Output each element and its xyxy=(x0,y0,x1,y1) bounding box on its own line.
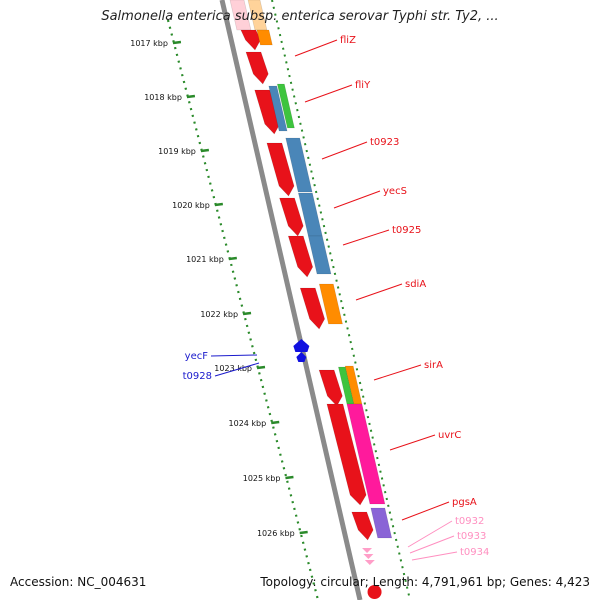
gene-label-fliy: fliY xyxy=(355,80,371,91)
gene-arrow-uvrc xyxy=(326,403,367,506)
scale-label: 1023 kbp xyxy=(214,364,252,373)
gene-label-t0923: t0923 xyxy=(370,137,399,148)
gene-label-t0928: t0928 xyxy=(183,371,212,382)
leader-yecf xyxy=(210,354,258,357)
gene-label-sira: sirA xyxy=(424,360,443,371)
gene-arrow-small-3 xyxy=(364,560,375,565)
scale-dotted-track xyxy=(166,19,320,600)
gene-label-pgsa: pgsA xyxy=(452,497,477,508)
gene-label-uvrc: uvrC xyxy=(438,430,461,441)
gene-arrow-fliz xyxy=(245,51,269,85)
leader-fliy xyxy=(304,84,353,103)
map-title: Salmonella enterica subsp. enterica sero… xyxy=(101,9,499,24)
scale-label: 1026 kbp xyxy=(257,529,295,538)
cog-bar-t0925 xyxy=(307,235,332,275)
leader-t0928 xyxy=(214,362,260,377)
gene-arrow-t0923 xyxy=(266,142,295,197)
gene-label-t0934: t0934 xyxy=(460,547,489,558)
scale-label: 1020 kbp xyxy=(172,201,210,210)
scale-tick xyxy=(228,256,237,261)
topology-stats-text: Topology: circular; Length: 4,791,961 bp… xyxy=(260,575,590,589)
dna-backbone xyxy=(219,0,363,600)
cog-bar-fliy-green xyxy=(276,83,295,129)
gene-arrow-t0925 xyxy=(287,235,314,278)
cog-bar-fliy-blue xyxy=(268,85,288,132)
scale-tick xyxy=(285,475,294,480)
gene-labels: fliZ fliY t0923 yecS t0925 sdiA sirA uvrC pgsA t0… xyxy=(183,35,490,558)
leader-sdia xyxy=(355,283,403,301)
scale-dotted-line xyxy=(166,19,320,600)
leader-t0923 xyxy=(321,141,368,160)
scale-tick xyxy=(271,420,280,425)
scale-tick xyxy=(186,94,196,99)
gene-arrow-sira xyxy=(318,369,343,407)
gene-label-t0932: t0932 xyxy=(455,516,484,527)
leader-t0925 xyxy=(342,229,390,246)
scale-label: 1018 kbp xyxy=(144,93,182,102)
leader-t0934 xyxy=(411,551,458,561)
leader-yecs xyxy=(333,190,381,209)
cog-bar-fliz xyxy=(256,29,273,46)
cog-bar-sdia xyxy=(318,283,343,325)
scale-tick xyxy=(172,40,182,45)
scale-tick xyxy=(200,148,210,153)
cog-bar-pgsa xyxy=(370,507,393,539)
scale-label: 1024 kbp xyxy=(229,419,267,428)
scale-label: 1019 kbp xyxy=(158,147,196,156)
gene-arrow-t0928 xyxy=(296,352,307,362)
scale-tick xyxy=(214,202,223,207)
gene-label-sdia: sdiA xyxy=(405,279,426,290)
leader-fliz xyxy=(294,39,338,57)
gene-features xyxy=(229,0,393,599)
scale-label: 1017 kbp xyxy=(130,39,168,48)
scale-label: 1022 kbp xyxy=(200,310,238,319)
leader-t0932 xyxy=(407,520,453,548)
leader-pgsa xyxy=(401,501,450,521)
label-leader-lines xyxy=(210,39,458,561)
gene-arrow-yecs xyxy=(279,197,304,237)
leader-uvrc xyxy=(389,434,436,451)
gene-arrow-small-2 xyxy=(363,554,374,559)
scale-tick xyxy=(242,311,252,316)
gene-arrow-small-1 xyxy=(362,548,373,553)
gene-arrow-yecf xyxy=(293,339,310,352)
gene-label-yecs: yecS xyxy=(383,186,407,197)
scale-tick xyxy=(299,530,308,535)
scale-label: 1021 kbp xyxy=(186,255,224,264)
leader-sira xyxy=(373,364,422,381)
gene-arrow-sdia xyxy=(299,287,325,330)
gene-feature-bottom xyxy=(367,585,382,599)
leader-t0933 xyxy=(409,535,455,554)
gene-label-fliz: fliZ xyxy=(340,35,356,46)
gene-arrow-fliy xyxy=(254,89,281,135)
cog-bar-uvrc xyxy=(346,403,386,505)
scale-label: 1025 kbp xyxy=(243,474,281,483)
scale-tick xyxy=(256,365,266,370)
cog-bar-t0923 xyxy=(285,137,313,193)
accession-text: Accession: NC_004631 xyxy=(10,575,147,589)
gene-label-yecf: yecF xyxy=(185,351,209,362)
gene-label-t0933: t0933 xyxy=(457,531,486,542)
gene-arrow-fliz-a xyxy=(240,29,261,51)
scale-ticks: 1017 kbp 1018 kbp 1019 kbp 1020 kbp 1021 kbp… xyxy=(130,39,308,538)
gene-arrow-pgsa xyxy=(351,511,374,541)
gene-label-t0925: t0925 xyxy=(392,225,421,236)
